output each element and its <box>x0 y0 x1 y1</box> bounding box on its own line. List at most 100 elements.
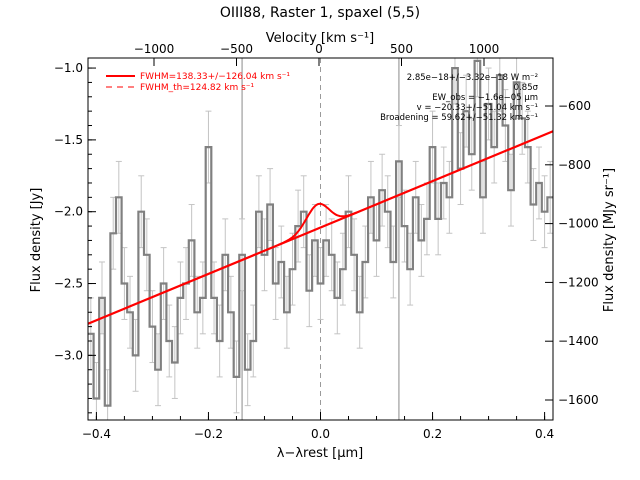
x-tick-label: 0.2 <box>423 427 442 441</box>
spectrum-point <box>487 103 490 105</box>
spectrum-point <box>437 218 439 220</box>
x-tick-label: 0.4 <box>535 427 554 441</box>
axis-ticks: −0.4 −0.2 0.0 0.2 0.4 −1.0 −1.5 −2.0 −2.5 −3.0 −10… <box>54 42 599 441</box>
gaussian-fit <box>278 202 358 246</box>
spectrum-point <box>202 297 204 299</box>
spectrum-point <box>420 239 422 242</box>
top-tick-label: −500 <box>220 42 253 56</box>
right-tick-label: −1200 <box>558 275 599 289</box>
y-tick-label: −2.5 <box>54 277 83 291</box>
spectrum-point <box>510 189 512 191</box>
spectrum-point <box>101 297 103 299</box>
spectrum-point <box>426 218 428 220</box>
spectrum-point <box>213 297 215 299</box>
spectrum-point <box>135 354 137 356</box>
spectrum-point <box>381 189 383 191</box>
spectrum-point <box>398 160 400 163</box>
spectrum-point <box>297 225 299 227</box>
spectrum-point <box>370 196 372 198</box>
spectrum-point <box>308 290 310 292</box>
spectrum-point <box>364 261 366 263</box>
spectrum-point <box>230 311 232 313</box>
fit-series <box>87 130 554 325</box>
legend: FWHM=138.33+/−126.04 km s⁻¹FWHM_th=124.8… <box>106 72 290 93</box>
x-axis-label: λ−λrest [μm] <box>277 446 363 461</box>
spectrum-point <box>163 282 165 285</box>
spectrum-point <box>342 268 344 270</box>
spectrum-point <box>482 196 484 198</box>
spectrum-point <box>107 405 109 407</box>
spectrum-point <box>465 110 467 112</box>
y-axis-label: Flux density [Jy] <box>29 188 44 293</box>
spectrum-point <box>291 268 294 270</box>
spectrum-point <box>375 239 378 242</box>
top-tick-label: 500 <box>390 42 413 56</box>
spectrum-point <box>235 376 238 378</box>
spectrum-point <box>543 211 546 213</box>
y-tick-label: −2.0 <box>54 205 83 219</box>
spectrum-point <box>174 361 176 364</box>
spectrum-point <box>140 211 142 213</box>
spectrum-point <box>263 254 266 256</box>
spectrum-point <box>269 203 271 206</box>
x-tick-label: −0.2 <box>194 427 223 441</box>
y-tick-label: −1.0 <box>54 61 83 75</box>
spectrum-point <box>443 182 445 184</box>
spectrum-point <box>527 146 529 148</box>
y-tick-label: −3.0 <box>54 348 83 362</box>
spectrum-point <box>247 369 249 371</box>
spectrum-point <box>280 261 282 263</box>
annotation-text: 0.85σ <box>514 83 539 93</box>
spectrum-point <box>431 146 434 148</box>
spectrum-point <box>314 239 316 242</box>
spectrum-point <box>123 282 126 285</box>
x-tick-label: 0.0 <box>311 427 330 441</box>
top-tick-label: 1000 <box>469 42 500 56</box>
legend-label: FWHM=138.33+/−126.04 km s⁻¹ <box>140 72 290 82</box>
top-tick-label: −1000 <box>134 42 175 56</box>
spectrum-point <box>409 268 411 270</box>
spectrum-point <box>191 239 193 242</box>
top-tick-label: 0 <box>315 42 323 56</box>
right-tick-label: −1400 <box>558 334 599 348</box>
spectrum-point <box>331 254 333 256</box>
right-tick-label: −1000 <box>558 217 599 231</box>
spectrum-point <box>359 311 361 313</box>
spectrum-point <box>471 153 473 155</box>
spectrum-point <box>275 282 277 285</box>
spectrum-point <box>303 211 305 213</box>
right-tick-label: −1600 <box>558 393 599 407</box>
annotation-text: EW_obs = −1.6e−05 μm <box>432 93 538 103</box>
spectrum-point <box>146 254 148 256</box>
spectrum-point <box>207 146 210 148</box>
continuum-fit <box>87 130 554 325</box>
spectrum-point <box>168 340 170 342</box>
spectrum-point <box>532 203 534 206</box>
spectrum-point <box>325 239 327 242</box>
spectrum-point <box>493 146 495 148</box>
spectrum-point <box>454 67 456 69</box>
spectrum-point <box>151 326 154 328</box>
spectrum-point <box>538 182 540 184</box>
guide-lines <box>241 58 400 420</box>
spectrum-point <box>179 297 182 299</box>
spectrum-point <box>157 369 159 371</box>
right-axis-label: Flux density [MJy sr⁻¹] <box>602 168 617 312</box>
spectrum-point <box>403 225 406 227</box>
spectrum-point <box>219 340 221 342</box>
spectrum-point <box>286 311 288 313</box>
spectrum-point <box>224 254 226 256</box>
chart-title: OIII88, Raster 1, spaxel (5,5) <box>220 5 420 21</box>
spectrum-point <box>241 254 243 256</box>
spectrum-point <box>515 81 518 84</box>
spectrum-point <box>196 311 198 313</box>
spectrum-point <box>476 60 478 62</box>
x-tick-label: −0.4 <box>82 427 111 441</box>
spectrum-point <box>112 232 114 234</box>
spectrum-point <box>415 196 417 198</box>
spectrum-point <box>319 282 322 285</box>
spectrum-point <box>336 297 338 299</box>
spectrum-point <box>252 340 254 342</box>
